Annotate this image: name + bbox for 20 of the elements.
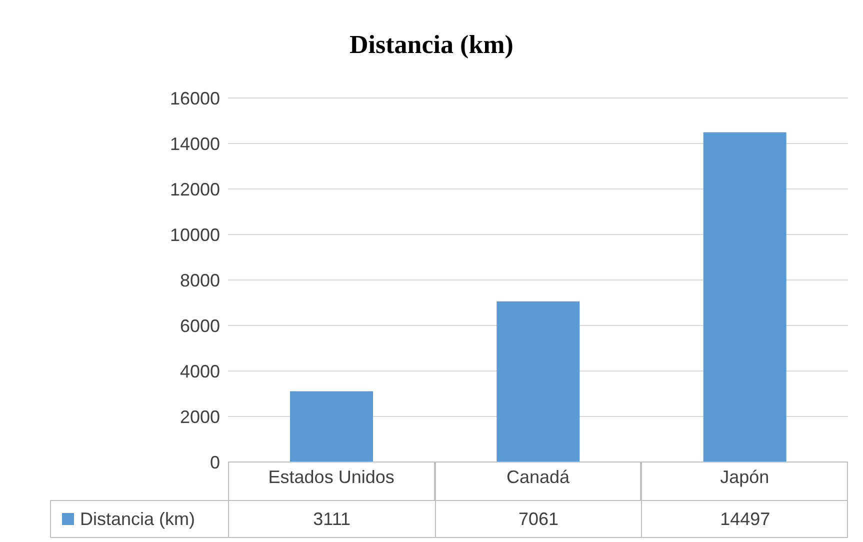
- y-tick-label: 2000: [180, 406, 220, 427]
- legend-label: Distancia (km): [80, 508, 196, 530]
- bar: [496, 301, 580, 462]
- x-tick-label: Japón: [720, 466, 770, 487]
- y-tick-label: 16000: [170, 88, 220, 108]
- x-tick-label: Canadá: [506, 466, 571, 487]
- y-tick-label: 4000: [180, 361, 220, 382]
- data-label: 3111: [228, 500, 435, 538]
- bar: [703, 132, 786, 462]
- data-label: 14497: [641, 500, 848, 538]
- chart-title: Distancia (km): [348, 30, 514, 60]
- data-label: 7061: [434, 500, 642, 538]
- y-tick-label: 6000: [180, 316, 220, 336]
- bar: [290, 391, 373, 462]
- y-tick-label: 8000: [180, 270, 220, 290]
- y-tick-label: 12000: [170, 179, 220, 200]
- y-tick-label: 0: [210, 452, 220, 472]
- y-tick-label: 10000: [170, 224, 220, 245]
- y-tick-label: 14000: [170, 134, 220, 154]
- x-tick-label: Estados Unidos: [268, 466, 394, 487]
